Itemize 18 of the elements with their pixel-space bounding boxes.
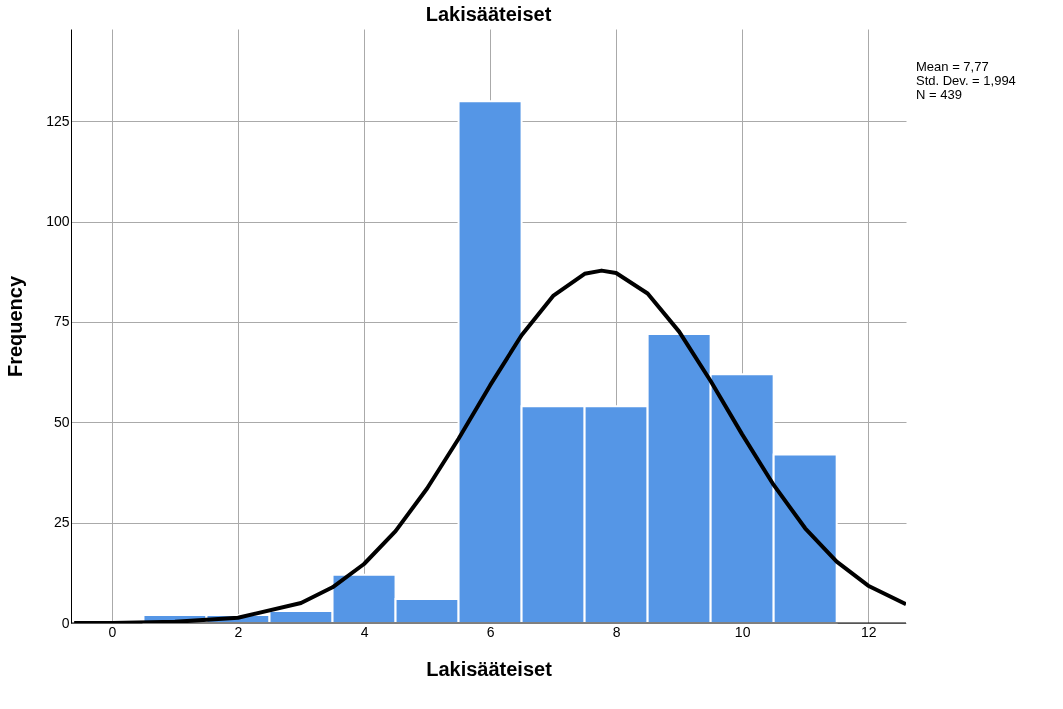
- text: Std. Dev. = 1,994: [916, 73, 1016, 88]
- x-tick-label: 8: [612, 623, 621, 640]
- x-tick-label: 12: [860, 623, 877, 640]
- y-tick-label: 125: [46, 112, 70, 129]
- x-tick-label: 10: [734, 623, 751, 640]
- x-axis-title: Lakisääteiset: [426, 657, 553, 680]
- y-tick-label: 50: [53, 413, 70, 430]
- y-tick-label: 100: [46, 213, 70, 230]
- x-tick-label: 6: [486, 623, 495, 640]
- x-tick-label: 4: [360, 623, 369, 640]
- x-tick-label: 2: [234, 623, 243, 640]
- y-tick-label: 25: [53, 514, 70, 531]
- x-tick-label: 0: [108, 623, 117, 640]
- y-axis-title: Frequency: [4, 275, 27, 378]
- y-tick-label: 75: [53, 313, 70, 330]
- chart-title: Lakisääteiset: [425, 3, 552, 25]
- text: Mean = 7,77: [916, 59, 989, 74]
- text: N = 439: [916, 87, 962, 102]
